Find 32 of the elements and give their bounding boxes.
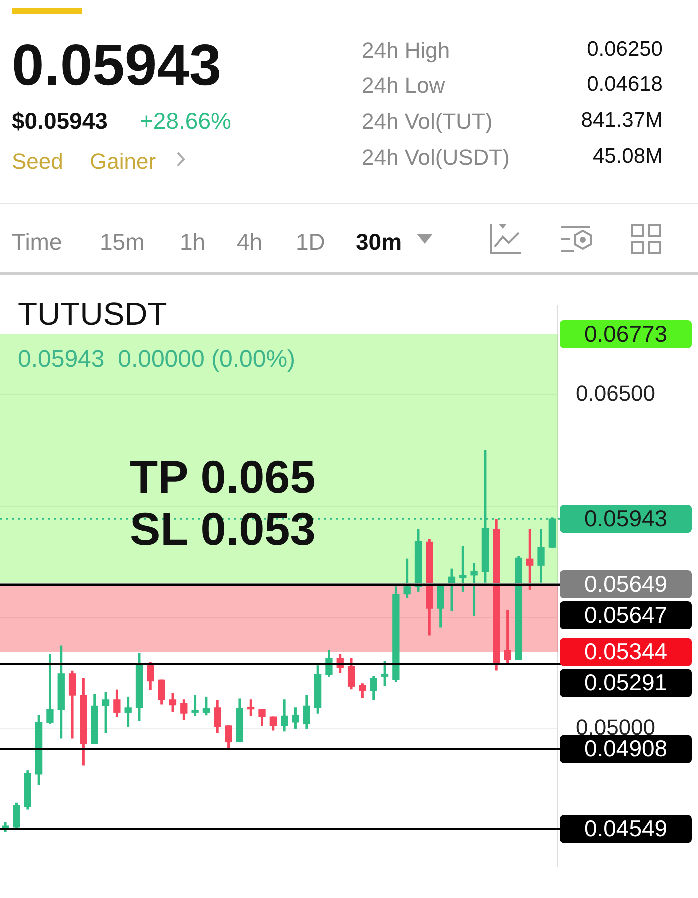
text: 30m <box>356 229 402 256</box>
text: 0.04618 <box>587 73 663 97</box>
text: 0.05943 0.00000 (0.00%) <box>18 346 296 374</box>
candlestick <box>192 695 199 717</box>
band-label: 0.06773 <box>584 320 668 347</box>
text: Time <box>12 229 62 256</box>
chart-title: TUTUSDT <box>18 296 168 333</box>
text: 4h <box>237 229 263 256</box>
text: 1h <box>180 229 206 256</box>
text: 0.06250 <box>587 38 663 62</box>
ref-line-label: 0.05649 <box>584 570 668 597</box>
text: 24h Vol(USDT) <box>362 145 510 171</box>
text: Seed <box>12 149 64 175</box>
text: 24h Low <box>362 73 446 99</box>
text: +28.66% <box>140 108 232 135</box>
text: 15m <box>100 229 145 256</box>
ref-line-label: 0.05647 <box>584 602 668 628</box>
text: $0.05943 <box>12 108 108 135</box>
text: Gainer <box>90 149 156 175</box>
text: 45.08M <box>592 145 663 169</box>
text: 24h High <box>362 38 450 64</box>
annotation: TP 0.065 <box>130 450 316 504</box>
y-tick-label: 0.06500 <box>576 381 656 406</box>
text: 1D <box>296 229 326 256</box>
ref-line-label: 0.05291 <box>584 670 668 696</box>
band-label: 0.05344 <box>584 638 668 665</box>
annotation: SL 0.053 <box>130 502 316 556</box>
text: 841.37M <box>581 109 663 133</box>
text: 24h Vol(TUT) <box>362 109 493 135</box>
ref-line-label: 0.05943 <box>584 505 668 532</box>
text: 0.05943 <box>12 32 222 99</box>
ref-line-label: 0.04549 <box>584 816 668 842</box>
